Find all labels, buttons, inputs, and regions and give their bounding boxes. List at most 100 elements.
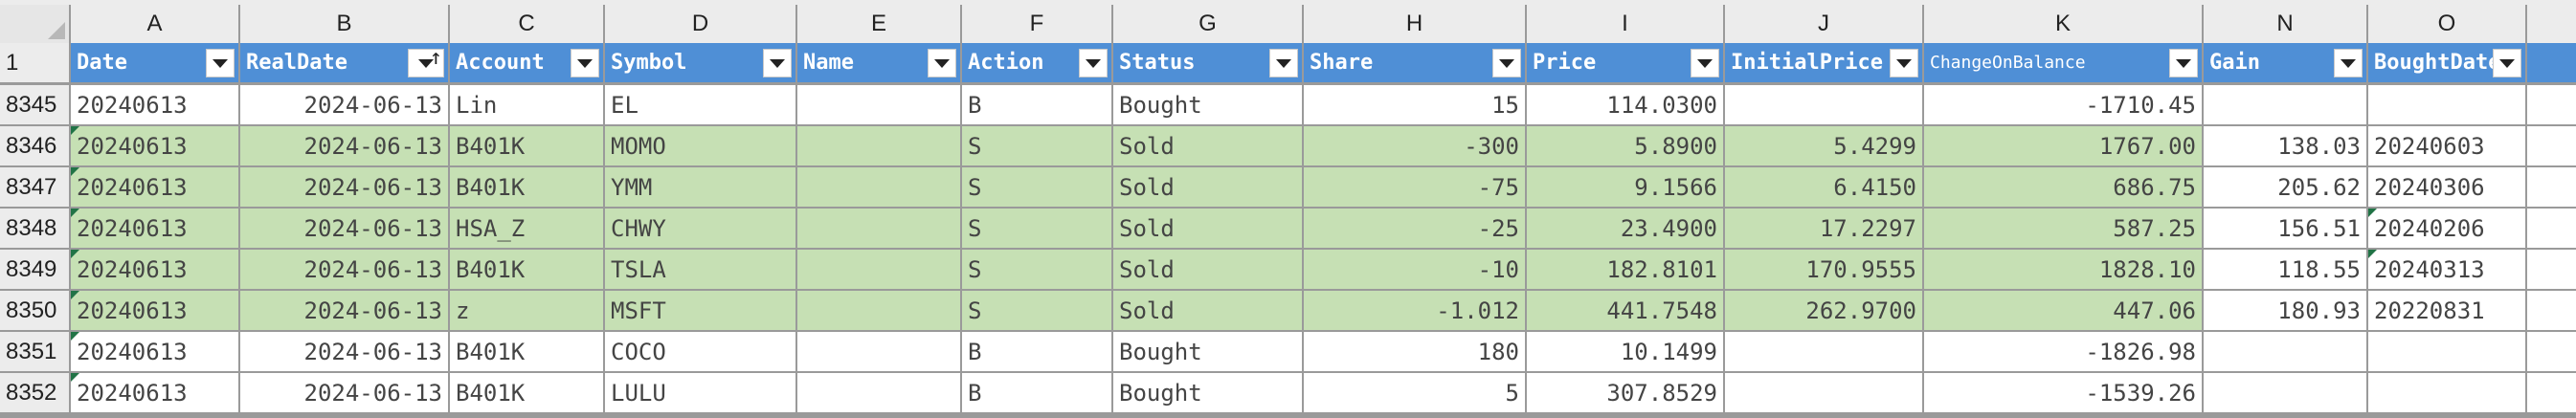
cell-date[interactable]: 20240613 [71,126,238,167]
row-header[interactable]: 8352 [0,373,69,414]
column-header-b[interactable]: B [240,5,448,43]
cell-date[interactable]: 20240613 [71,332,238,373]
filter-dropdown-icon[interactable] [2493,49,2521,77]
cell-price[interactable]: 10.1499 [1527,332,1723,373]
table-header-share[interactable]: Share [1304,43,1525,85]
cell-share[interactable]: 15 [1304,85,1525,126]
row-header[interactable]: 8350 [0,291,69,332]
filter-dropdown-icon[interactable] [408,49,444,77]
cell-boughtdate[interactable] [2368,332,2525,373]
cell-name[interactable] [797,85,960,126]
cell-status[interactable]: Sold [1113,209,1302,250]
cell-action[interactable]: S [962,250,1111,291]
filter-dropdown-icon[interactable] [1269,49,1298,77]
cell-boughtdate[interactable]: 20240603 [2368,126,2525,167]
column-header-e[interactable]: E [797,5,960,43]
table-header-partial[interactable] [2527,43,2576,85]
cell-share[interactable]: -10 [1304,250,1525,291]
cell-partial[interactable] [2527,126,2576,167]
filter-dropdown-icon[interactable] [2169,49,2198,77]
cell-price[interactable]: 182.8101 [1527,250,1723,291]
cell-account[interactable]: Lin [450,85,603,126]
cell-date[interactable]: 20240613 [71,209,238,250]
cell-changeonbalance[interactable]: -1539.26 [1924,373,2202,414]
cell-status[interactable]: Bought [1113,373,1302,414]
cell-price[interactable]: 114.0300 [1527,85,1723,126]
table-header-status[interactable]: Status [1113,43,1302,85]
cell-initialprice[interactable] [1725,85,1922,126]
cell-status[interactable]: Sold [1113,167,1302,209]
cell-name[interactable] [797,209,960,250]
cell-realdate[interactable]: 2024-06-13 [240,291,448,332]
cell-status[interactable]: Sold [1113,291,1302,332]
column-header-j[interactable]: J [1725,5,1922,43]
cell-realdate[interactable]: 2024-06-13 [240,373,448,414]
column-header-n[interactable]: N [2204,5,2366,43]
cell-gain[interactable]: 156.51 [2204,209,2366,250]
cell-symbol[interactable]: LULU [605,373,795,414]
cell-initialprice[interactable]: 262.9700 [1725,291,1922,332]
cell-boughtdate[interactable] [2368,373,2525,414]
cell-changeonbalance[interactable]: 1828.10 [1924,250,2202,291]
cell-realdate[interactable]: 2024-06-13 [240,126,448,167]
cell-name[interactable] [797,126,960,167]
cell-gain[interactable] [2204,85,2366,126]
cell-account[interactable]: B401K [450,126,603,167]
cell-initialprice[interactable] [1725,373,1922,414]
cell-initialprice[interactable] [1725,332,1922,373]
column-header-d[interactable]: D [605,5,795,43]
cell-partial[interactable] [2527,250,2576,291]
cell-name[interactable] [797,332,960,373]
cell-account[interactable]: B401K [450,373,603,414]
cell-partial[interactable] [2527,85,2576,126]
table-header-account[interactable]: Account [450,43,603,85]
table-header-boughtdate[interactable]: BoughtDate [2368,43,2525,85]
filter-dropdown-icon[interactable] [763,49,792,77]
cell-price[interactable]: 441.7548 [1527,291,1723,332]
cell-partial[interactable] [2527,332,2576,373]
column-header-k[interactable]: K [1924,5,2202,43]
filter-dropdown-icon[interactable] [1691,49,1719,77]
cell-symbol[interactable]: YMM [605,167,795,209]
cell-symbol[interactable]: MOMO [605,126,795,167]
cell-symbol[interactable]: COCO [605,332,795,373]
cell-symbol[interactable]: EL [605,85,795,126]
filter-dropdown-icon[interactable] [206,49,235,77]
cell-changeonbalance[interactable]: -1710.45 [1924,85,2202,126]
cell-initialprice[interactable]: 6.4150 [1725,167,1922,209]
cell-boughtdate[interactable]: 20220831 [2368,291,2525,332]
cell-share[interactable]: -1.012 [1304,291,1525,332]
cell-changeonbalance[interactable]: 686.75 [1924,167,2202,209]
filter-dropdown-icon[interactable] [571,49,599,77]
cell-status[interactable]: Sold [1113,126,1302,167]
cell-status[interactable]: Bought [1113,332,1302,373]
row-header[interactable]: 8351 [0,332,69,373]
cell-date[interactable]: 20240613 [71,167,238,209]
table-header-date[interactable]: Date [71,43,238,85]
cell-share[interactable]: 5 [1304,373,1525,414]
cell-realdate[interactable]: 2024-06-13 [240,332,448,373]
cell-action[interactable]: B [962,332,1111,373]
cell-boughtdate[interactable]: 20240306 [2368,167,2525,209]
filter-dropdown-icon[interactable] [928,49,956,77]
column-header-h[interactable]: H [1304,5,1525,43]
cell-partial[interactable] [2527,373,2576,414]
table-header-action[interactable]: Action [962,43,1111,85]
cell-account[interactable]: B401K [450,332,603,373]
filter-dropdown-icon[interactable] [2334,49,2363,77]
cell-name[interactable] [797,250,960,291]
cell-partial[interactable] [2527,167,2576,209]
cell-realdate[interactable]: 2024-06-13 [240,209,448,250]
cell-symbol[interactable]: TSLA [605,250,795,291]
cell-status[interactable]: Bought [1113,85,1302,126]
cell-boughtdate[interactable] [2368,85,2525,126]
table-header-price[interactable]: Price [1527,43,1723,85]
cell-symbol[interactable]: CHWY [605,209,795,250]
cell-status[interactable]: Sold [1113,250,1302,291]
cell-changeonbalance[interactable]: 447.06 [1924,291,2202,332]
filter-dropdown-icon[interactable] [1890,49,1918,77]
cell-initialprice[interactable]: 17.2297 [1725,209,1922,250]
cell-partial[interactable] [2527,209,2576,250]
filter-dropdown-icon[interactable] [1492,49,1521,77]
cell-boughtdate[interactable]: 20240206 [2368,209,2525,250]
